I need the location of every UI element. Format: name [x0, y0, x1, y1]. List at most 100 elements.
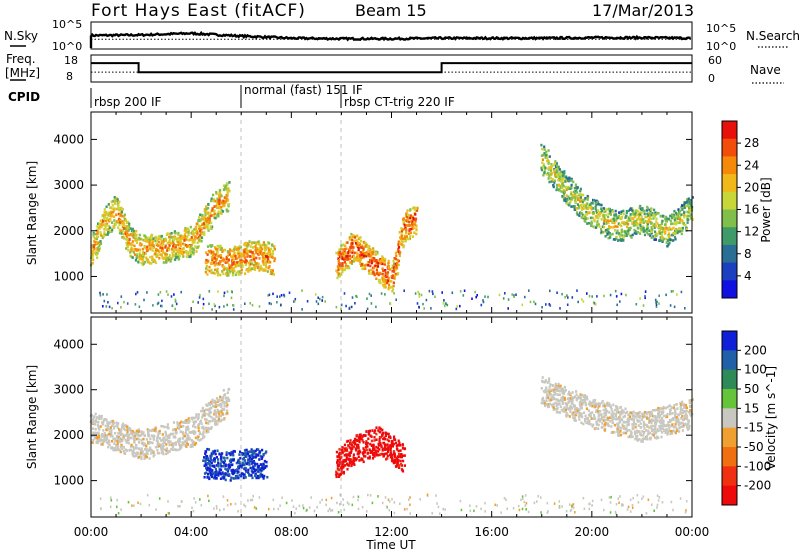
ground-scatter-pixel	[107, 301, 109, 304]
data-pixel	[681, 208, 684, 211]
data-pixel	[554, 163, 557, 167]
data-pixel	[631, 233, 634, 237]
data-pixel	[625, 230, 628, 233]
data-pixel	[603, 429, 607, 432]
data-pixel	[362, 447, 365, 450]
data-pixel	[187, 421, 190, 425]
data-pixel	[182, 421, 185, 424]
ground-scatter-pixel	[403, 289, 405, 292]
data-pixel	[546, 171, 550, 175]
data-pixel	[387, 287, 390, 291]
data-pixel	[238, 262, 241, 266]
ground-scatter-pixel	[644, 296, 646, 300]
data-pixel	[555, 188, 558, 192]
data-pixel	[213, 465, 216, 469]
data-pixel	[201, 232, 204, 236]
data-pixel	[343, 454, 346, 457]
data-pixel	[557, 411, 560, 414]
data-pixel	[382, 431, 385, 435]
ground-scatter-pixel	[314, 293, 317, 296]
data-pixel	[349, 250, 352, 254]
data-pixel	[215, 464, 218, 467]
ground-scatter-pixel	[180, 290, 182, 294]
data-pixel	[253, 260, 256, 263]
data-pixel	[578, 418, 581, 421]
data-pixel	[219, 199, 222, 203]
data-pixel	[216, 271, 219, 274]
data-pixel	[102, 218, 106, 221]
data-pixel	[400, 227, 403, 230]
data-pixel	[220, 201, 223, 205]
data-pixel	[181, 431, 184, 434]
data-pixel	[224, 472, 227, 475]
data-pixel	[614, 209, 617, 213]
data-pixel	[106, 218, 109, 222]
data-pixel	[545, 396, 548, 400]
data-pixel	[191, 229, 194, 233]
data-pixel	[136, 433, 139, 436]
data-pixel	[130, 436, 133, 440]
data-pixel	[635, 222, 638, 225]
data-pixel	[232, 453, 235, 457]
data-pixel	[213, 399, 216, 403]
data-pixel	[563, 170, 566, 173]
data-pixel	[583, 217, 586, 221]
data-pixel	[173, 428, 176, 431]
data-pixel	[238, 244, 241, 248]
data-pixel	[237, 465, 240, 469]
data-pixel	[112, 421, 115, 425]
data-pixel	[231, 261, 234, 264]
data-pixel	[382, 437, 385, 441]
data-pixel	[543, 381, 546, 384]
data-pixel	[555, 168, 559, 172]
data-pixel	[342, 248, 345, 251]
data-pixel	[611, 217, 614, 221]
data-pixel	[381, 274, 384, 278]
data-pixel	[168, 240, 171, 244]
data-pixel	[674, 228, 678, 232]
data-pixel	[131, 234, 134, 237]
data-pixel	[568, 397, 571, 400]
data-pixel	[254, 245, 257, 249]
data-pixel	[198, 227, 201, 230]
data-pixel	[600, 415, 603, 419]
data-pixel	[140, 447, 143, 450]
data-pixel	[624, 216, 627, 219]
data-pixel	[151, 249, 154, 252]
data-pixel	[594, 410, 598, 414]
colorbar-tick-label: 28	[744, 136, 759, 150]
data-pixel	[156, 255, 159, 258]
data-pixel	[254, 464, 257, 467]
data-pixel	[560, 190, 563, 193]
data-pixel	[557, 179, 560, 182]
data-pixel	[340, 448, 344, 452]
data-pixel	[355, 457, 358, 460]
data-pixel	[234, 265, 237, 269]
data-pixel	[610, 425, 613, 428]
ground-scatter-pixel	[232, 304, 235, 307]
data-pixel	[175, 237, 178, 240]
data-pixel	[100, 417, 103, 420]
data-pixel	[666, 239, 669, 242]
data-pixel	[262, 466, 265, 470]
data-pixel	[97, 246, 100, 249]
data-pixel	[205, 205, 208, 208]
data-pixel	[408, 220, 411, 224]
data-pixel	[372, 252, 375, 256]
ground-scatter-pixel	[625, 293, 627, 297]
data-pixel	[219, 211, 222, 215]
data-pixel	[660, 222, 663, 226]
ground-scatter-pixel	[475, 295, 477, 299]
data-pixel	[219, 395, 222, 399]
ground-scatter-pixel	[306, 300, 309, 303]
data-pixel	[415, 224, 418, 227]
data-pixel	[123, 434, 126, 437]
data-pixel	[219, 254, 223, 257]
data-pixel	[222, 272, 225, 276]
data-pixel	[178, 447, 182, 451]
data-pixel	[248, 454, 251, 458]
data-pixel	[226, 470, 230, 473]
data-pixel	[374, 253, 377, 256]
data-pixel	[269, 272, 272, 276]
data-pixel	[114, 223, 117, 226]
